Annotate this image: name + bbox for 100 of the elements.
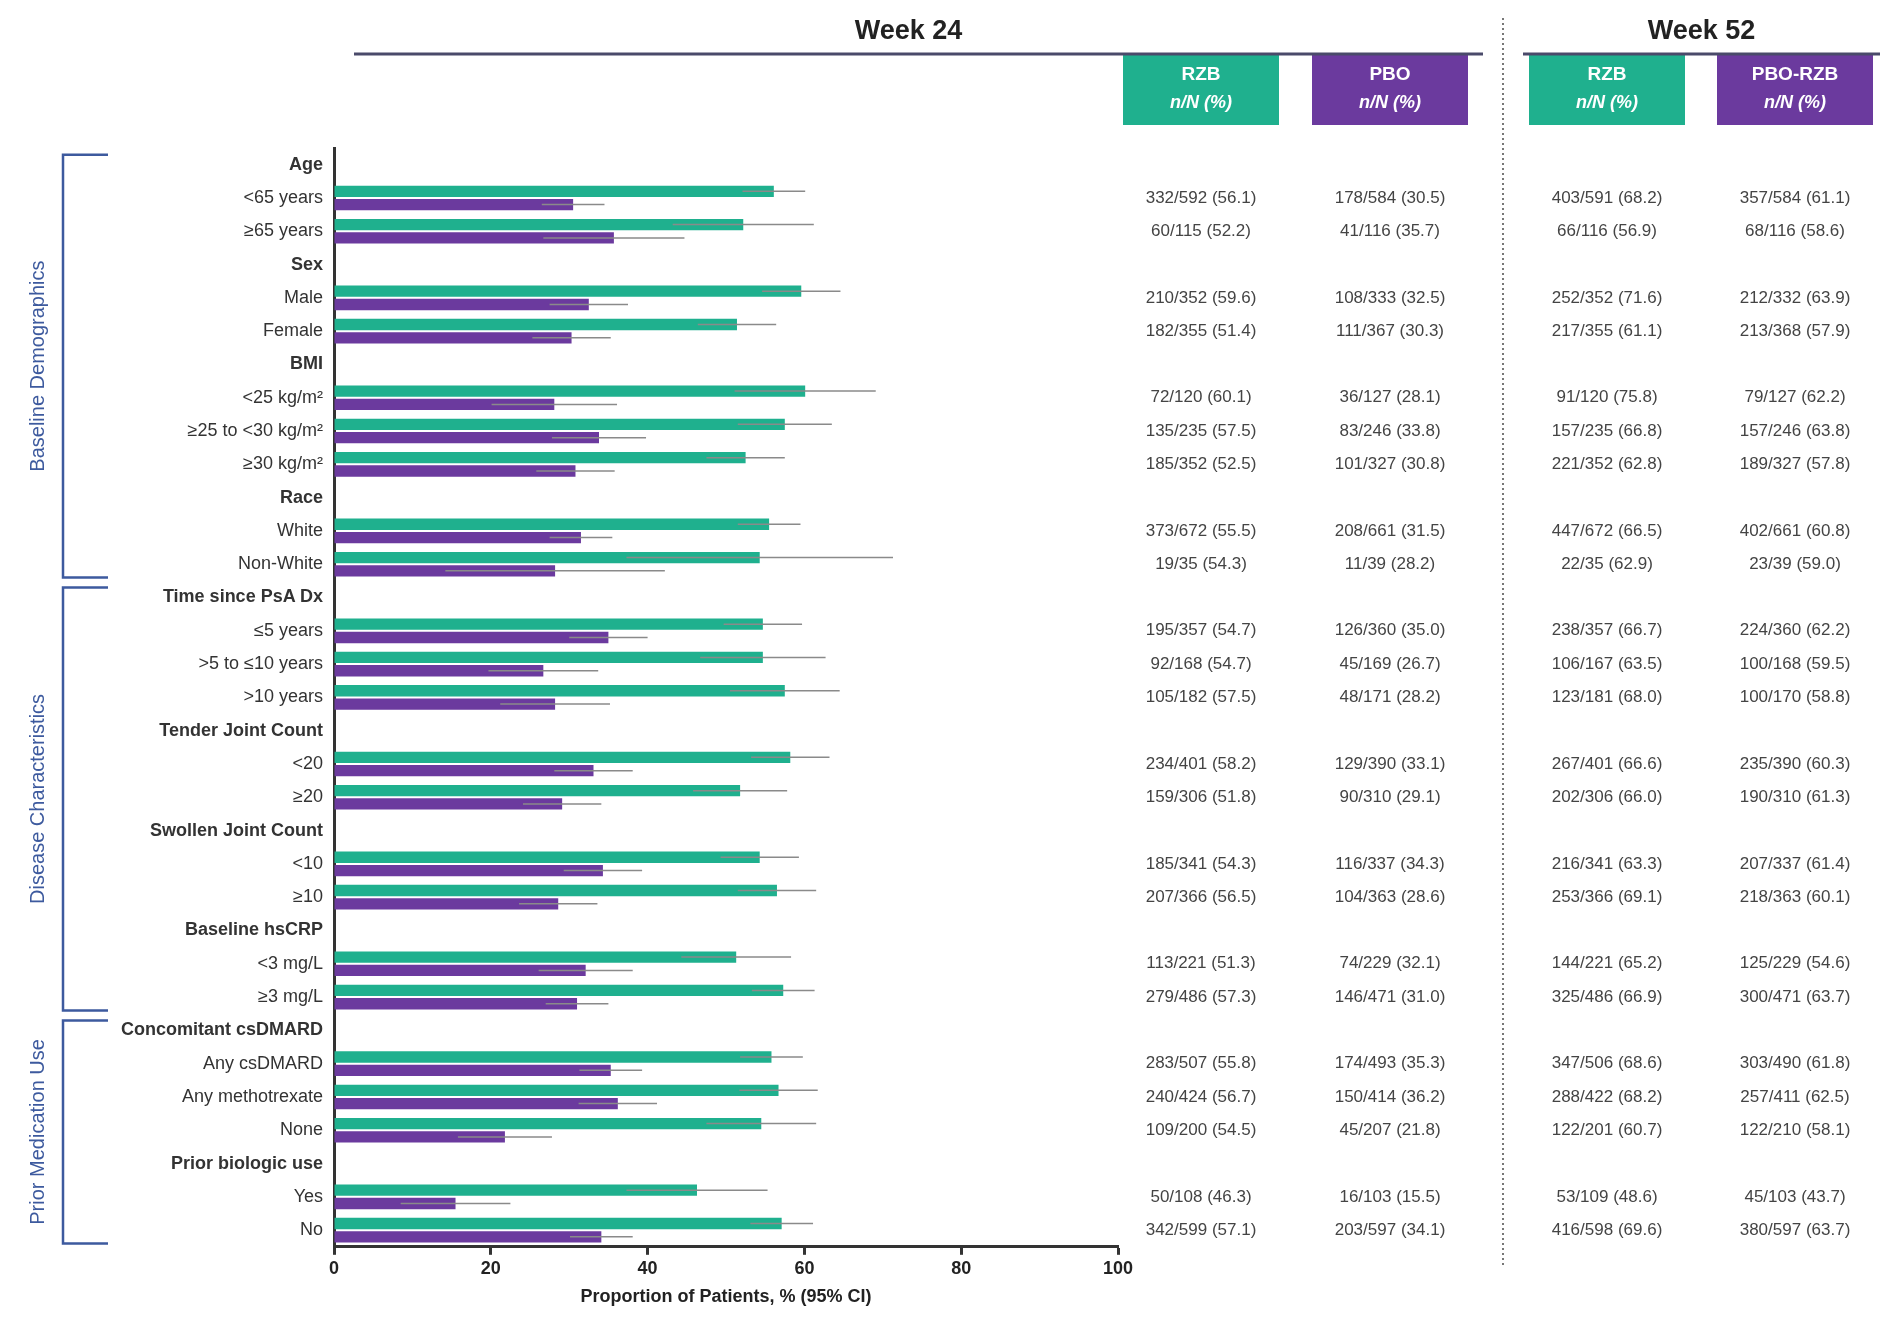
text: 22/35 (62.9) xyxy=(1561,553,1653,573)
bar xyxy=(334,784,741,797)
data-label: 210/352 (59.6) xyxy=(1145,287,1257,307)
bar xyxy=(334,1217,782,1230)
text: 123/181 (68.0) xyxy=(1551,687,1663,707)
text: 216/341 (63.3) xyxy=(1551,853,1663,873)
bar xyxy=(334,651,763,664)
data-label: 159/306 (51.8) xyxy=(1145,786,1257,806)
data-label: 195/357 (54.7) xyxy=(1145,620,1257,640)
bar xyxy=(334,851,760,863)
bar xyxy=(334,1064,611,1076)
text: 122/210 (58.1) xyxy=(1739,1119,1851,1139)
bar xyxy=(334,531,581,544)
data-label: 135/235 (57.5) xyxy=(1145,420,1257,440)
data-label: 178/584 (30.5) xyxy=(1334,187,1446,207)
bar xyxy=(334,285,802,297)
data-label: 207/366 (56.5) xyxy=(1145,886,1257,906)
data-label: 174/493 (35.3) xyxy=(1334,1053,1446,1073)
data-label: 109/200 (54.5) xyxy=(1145,1119,1257,1139)
data-label: 48/171 (28.2) xyxy=(1339,687,1441,707)
text: 68/116 (58.6) xyxy=(1745,220,1845,240)
text: 257/411 (62.5) xyxy=(1740,1086,1850,1106)
data-label: 332/592 (56.1) xyxy=(1145,187,1257,207)
data-label: 41/116 (35.7) xyxy=(1340,220,1440,240)
x-tick-label: 40 xyxy=(637,1257,658,1278)
text: 403/591 (68.2) xyxy=(1551,187,1663,207)
y-tick-label: Sex xyxy=(290,253,324,274)
text: 303/490 (61.8) xyxy=(1739,1053,1851,1073)
bar xyxy=(334,198,574,211)
text: n/N (%) xyxy=(1170,91,1232,112)
y-tick-label: BMI xyxy=(290,353,324,374)
text: 253/366 (69.1) xyxy=(1551,886,1663,906)
data-label: 72/120 (60.1) xyxy=(1150,387,1252,407)
text: 380/597 (63.7) xyxy=(1739,1219,1851,1239)
text: 190/310 (61.3) xyxy=(1739,786,1851,806)
text: 252/352 (71.6) xyxy=(1551,287,1663,307)
data-label: 342/599 (57.1) xyxy=(1145,1219,1257,1239)
data-label: 50/108 (46.3) xyxy=(1150,1186,1252,1206)
bar xyxy=(334,1131,505,1143)
text: 402/661 (60.8) xyxy=(1739,520,1851,540)
text: 347/506 (68.6) xyxy=(1551,1053,1663,1073)
bar xyxy=(334,898,559,910)
data-label: 19/35 (54.3) xyxy=(1155,553,1247,573)
y-tick-label: >5 to ≤10 years xyxy=(198,653,324,674)
data-label: 116/337 (34.3) xyxy=(1335,853,1445,873)
text: Baseline Demographics xyxy=(25,260,48,472)
text: 202/306 (66.0) xyxy=(1551,786,1663,806)
bar xyxy=(334,984,784,997)
bar xyxy=(334,218,744,231)
y-tick-label: None xyxy=(279,1119,324,1140)
y-tick-label: <20 xyxy=(292,752,324,773)
text: 106/167 (63.5) xyxy=(1551,653,1663,673)
text: 267/401 (66.6) xyxy=(1551,753,1663,773)
text: 218/363 (60.1) xyxy=(1739,886,1851,906)
y-tick-label: >10 years xyxy=(243,686,324,707)
y-tick-label: ≥3 mg/L xyxy=(258,986,324,1007)
data-label: 36/127 (28.1) xyxy=(1339,387,1441,407)
y-tick-label: Concomitant csDMARD xyxy=(120,1019,324,1040)
data-label: 104/363 (28.6) xyxy=(1334,886,1446,906)
data-label: 185/352 (52.5) xyxy=(1145,454,1257,474)
text: 212/332 (63.9) xyxy=(1739,287,1851,307)
text: RZB xyxy=(1181,63,1221,85)
y-tick-label: Any methotrexate xyxy=(181,1085,324,1106)
text: 91/120 (75.8) xyxy=(1556,387,1658,407)
bar xyxy=(334,1184,697,1196)
bar xyxy=(334,518,770,530)
y-tick-label: ≥10 xyxy=(293,886,324,907)
text: 45/103 (43.7) xyxy=(1744,1186,1846,1206)
bar xyxy=(334,1084,779,1096)
data-label: 185/341 (54.3) xyxy=(1145,853,1257,873)
data-label: 240/424 (56.7) xyxy=(1145,1086,1257,1106)
bar xyxy=(334,665,544,677)
data-label: 203/597 (34.1) xyxy=(1334,1219,1446,1239)
text: 79/127 (62.2) xyxy=(1744,387,1846,407)
y-tick-label: Tender Joint Count xyxy=(159,719,324,740)
text: 325/486 (66.9) xyxy=(1551,986,1663,1006)
bar xyxy=(334,998,578,1010)
bar xyxy=(334,1231,602,1243)
bar xyxy=(334,418,785,431)
data-label: 92/168 (54.7) xyxy=(1150,653,1252,673)
y-tick-label: Any csDMARD xyxy=(202,1052,324,1073)
y-tick-label: Race xyxy=(279,486,324,507)
data-label: 45/169 (26.7) xyxy=(1339,653,1441,673)
bar xyxy=(334,951,737,963)
y-tick-label: Age xyxy=(288,153,324,174)
x-tick-label: 60 xyxy=(794,1257,815,1278)
text: 357/584 (61.1) xyxy=(1739,187,1851,207)
text: 221/352 (62.8) xyxy=(1551,454,1663,474)
text: 66/116 (56.9) xyxy=(1557,220,1657,240)
text: 53/109 (48.6) xyxy=(1556,1186,1658,1206)
y-tick-label: Male xyxy=(283,286,324,307)
bar xyxy=(334,332,572,344)
bar xyxy=(334,298,589,311)
data-label: 101/327 (30.8) xyxy=(1334,454,1446,474)
text: PBO-RZB xyxy=(1751,63,1839,85)
bar xyxy=(334,884,777,897)
bar xyxy=(334,764,594,777)
y-tick-label: White xyxy=(276,519,324,540)
text: n/N (%) xyxy=(1576,91,1638,112)
text: 157/246 (63.8) xyxy=(1739,420,1851,440)
